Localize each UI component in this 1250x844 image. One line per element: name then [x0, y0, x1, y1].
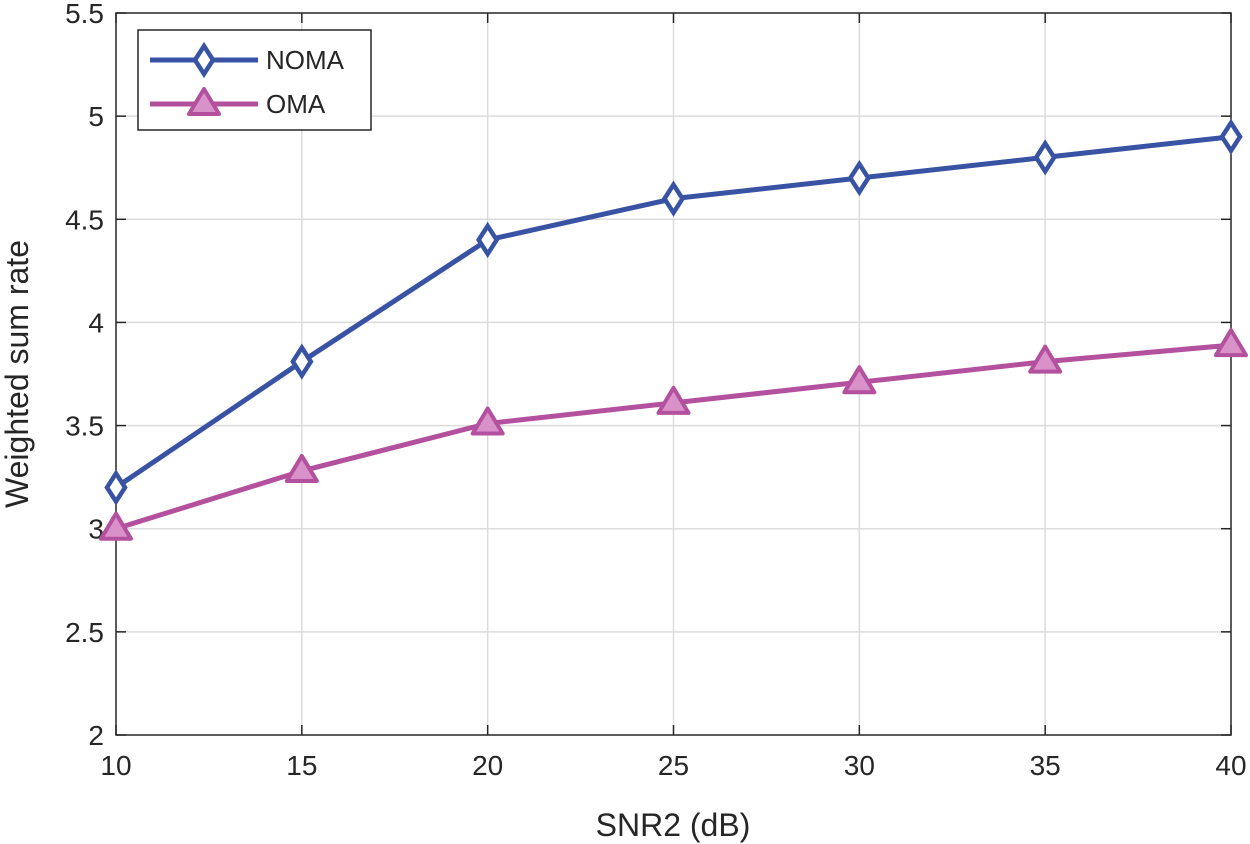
legend-label: NOMA	[266, 45, 345, 75]
y-tick-label: 4	[88, 307, 104, 338]
data-point-oma	[1214, 328, 1248, 358]
legend: NOMA OMA	[137, 29, 372, 131]
legend-marker	[192, 41, 216, 79]
x-tick-label: 10	[100, 750, 131, 781]
legend-label: OMA	[266, 89, 326, 119]
legend-item-oma: OMA	[150, 87, 326, 119]
data-point-oma	[99, 511, 133, 541]
data-point-noma	[104, 469, 128, 506]
series-noma	[104, 118, 1243, 506]
x-tick-label: 40	[1215, 750, 1246, 781]
y-tick-label: 5	[88, 101, 104, 132]
y-axis-label: Weighted sum rate	[0, 240, 35, 508]
data-point-oma	[842, 365, 877, 395]
data-point-noma	[661, 180, 686, 217]
x-tick-label: 15	[286, 750, 317, 781]
x-tick-label: 30	[844, 750, 875, 781]
y-tick-label: 3.5	[65, 411, 104, 442]
x-tick-label: 20	[472, 750, 503, 781]
y-tick-label: 2.5	[65, 617, 104, 648]
data-point-oma	[284, 453, 319, 483]
data-point-noma	[290, 343, 314, 380]
y-tick-label: 4.5	[65, 204, 104, 235]
x-axis-label: SNR2 (dB)	[596, 807, 751, 843]
x-tick-label: 35	[1030, 750, 1061, 781]
data-point-noma	[1033, 139, 1057, 176]
y-axis-ticks: 22.533.544.555.5	[65, 0, 1231, 751]
data-point-oma	[470, 406, 505, 436]
data-point-noma	[1219, 118, 1243, 155]
data-point-oma	[656, 385, 691, 415]
series-oma	[99, 328, 1248, 541]
legend-box	[137, 29, 372, 131]
x-tick-label: 25	[658, 750, 689, 781]
legend-marker	[187, 87, 221, 116]
y-tick-label: 2	[88, 720, 104, 751]
series-group	[99, 118, 1248, 541]
y-tick-label: 5.5	[65, 0, 104, 29]
data-point-oma	[1028, 344, 1063, 374]
data-point-noma	[475, 221, 500, 259]
legend-item-noma: NOMA	[150, 41, 345, 79]
data-point-noma	[847, 159, 872, 197]
x-axis-ticks: 10 15 20 25 30 35 40	[100, 13, 1247, 781]
